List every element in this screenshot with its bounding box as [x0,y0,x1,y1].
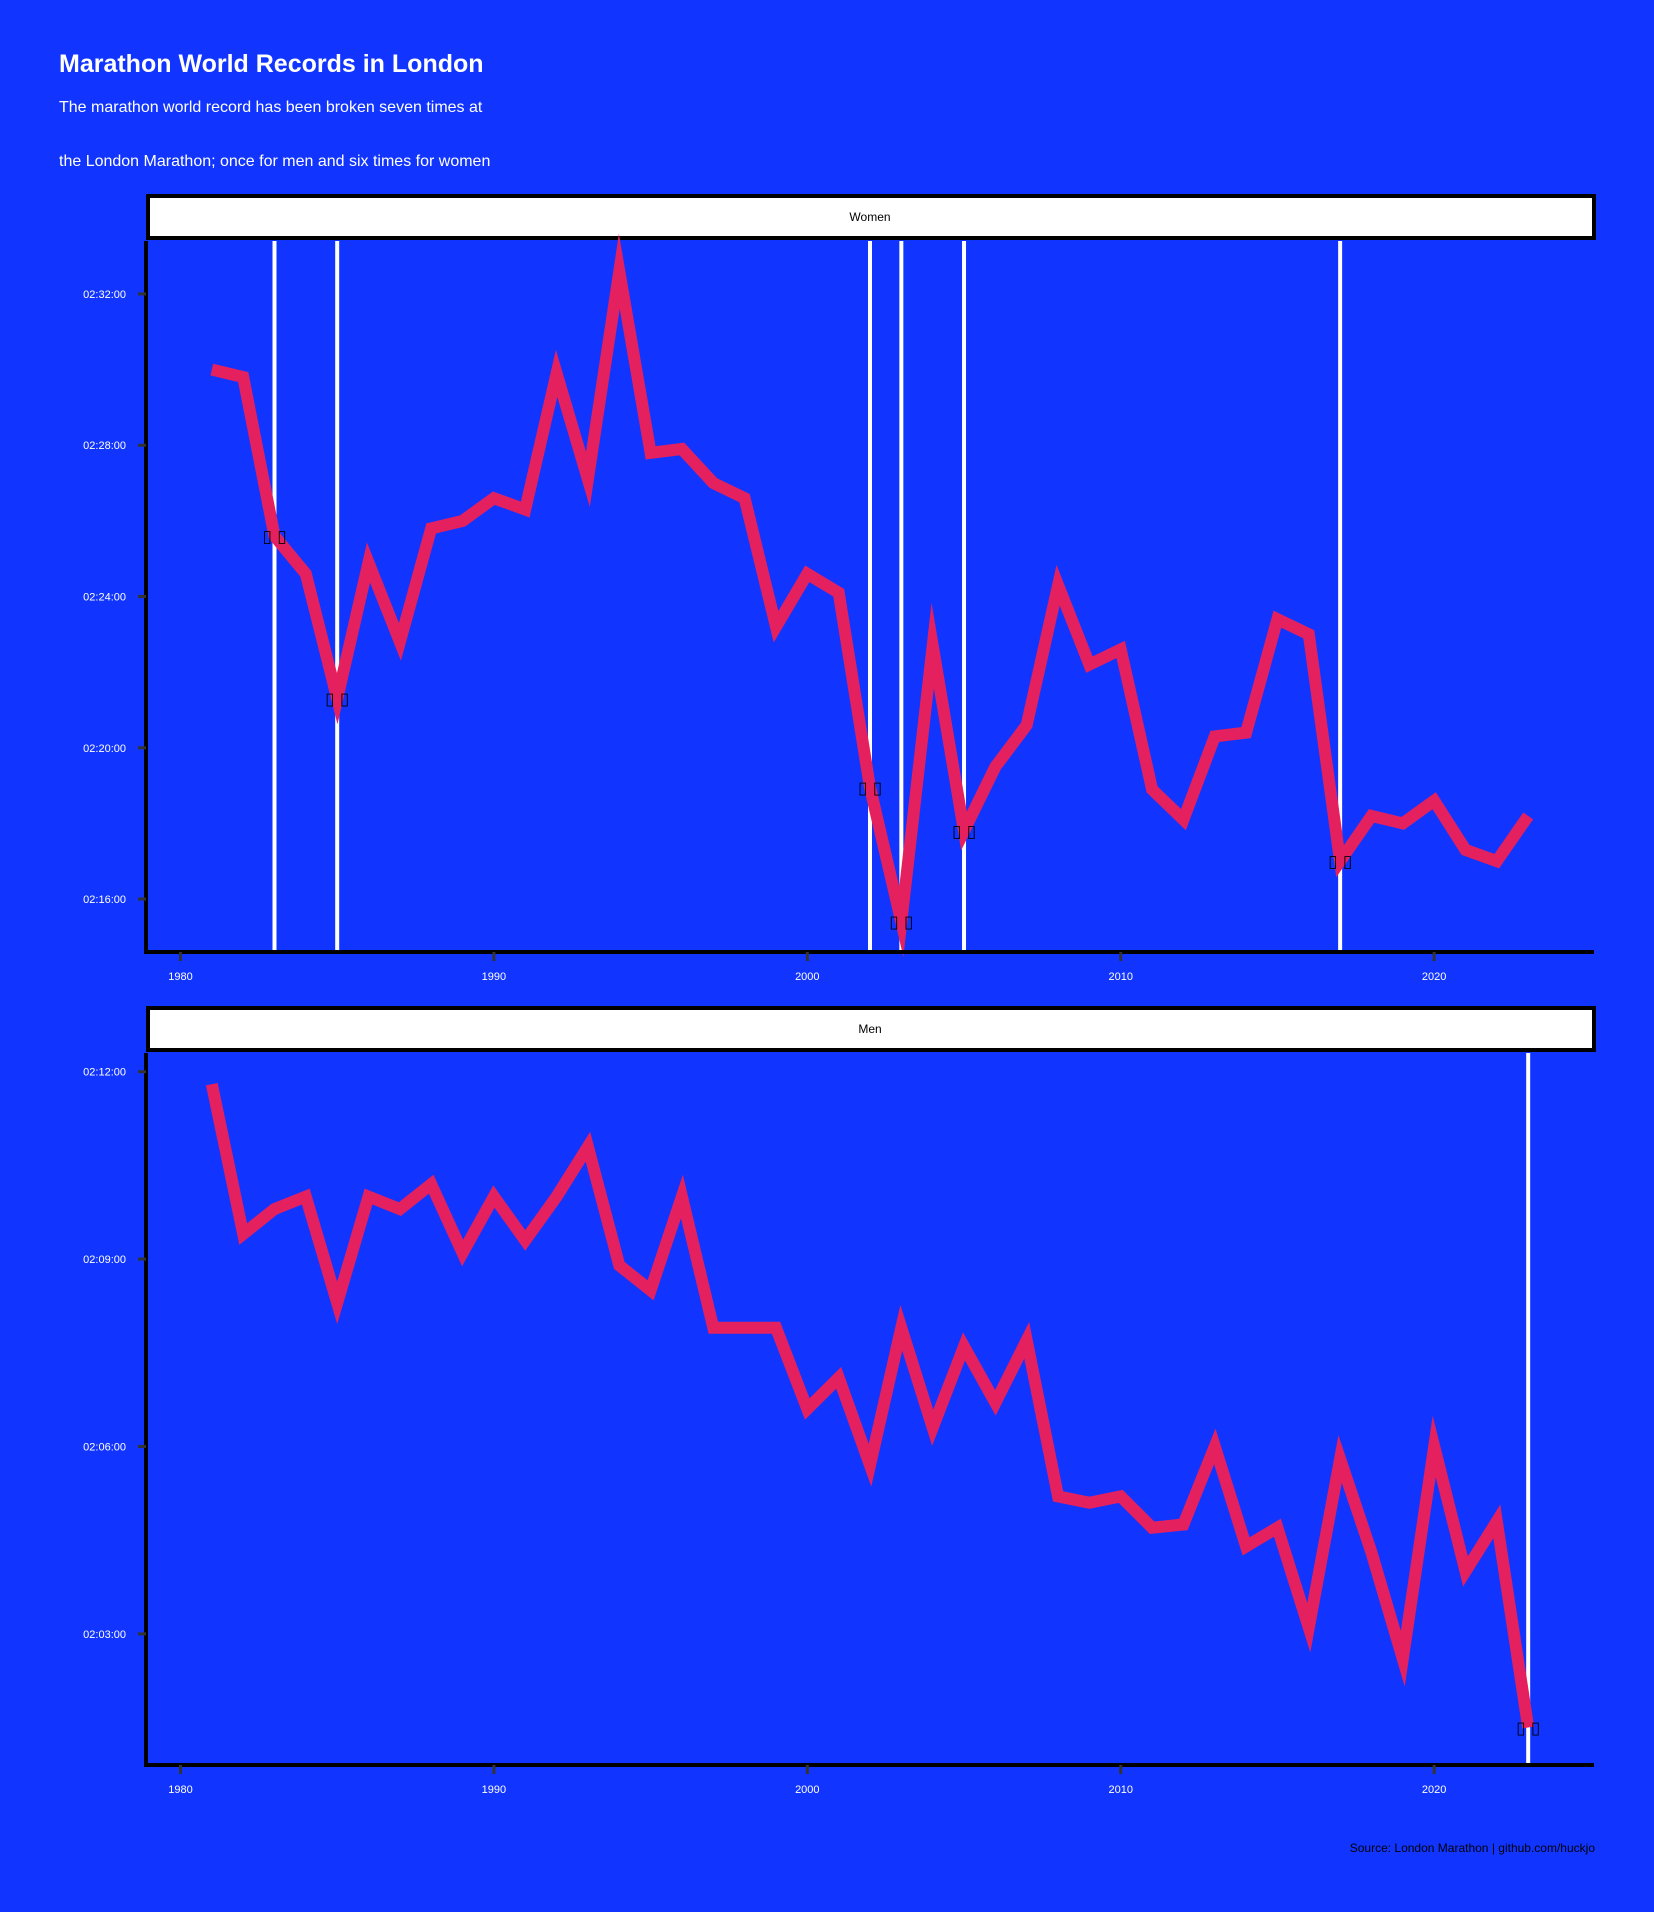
y-tick-label-men-020600: 02:06:00 [83,1441,126,1453]
record-marker-women-2003: ▯ ▯ [889,913,913,933]
record-marker-men-2023: ▯ ▯ [1516,1719,1540,1739]
strip-label-men: Men [858,1022,881,1036]
strip-label-women: Women [849,210,890,224]
chart-subtitle-line-2: the London Marathon; once for men and si… [59,153,491,170]
record-marker-women-2017: ▯ ▯ [1328,852,1352,872]
strip-women [146,194,1596,240]
x-tick-label-men-2000: 2000 [795,1784,819,1796]
record-marker-women-1983: ▯ ▯ [262,527,286,547]
x-tick-label-women-2010: 2010 [1108,971,1132,983]
x-tick-label-women-1980: 1980 [168,971,192,983]
x-tick-label-men-1990: 1990 [482,1784,506,1796]
chart-title: Marathon World Records in London [59,50,484,78]
series-line-women [210,233,1534,957]
x-tick-label-women-1990: 1990 [482,971,506,983]
record-marker-women-1985: ▯ ▯ [325,690,349,710]
y-tick-label-men-020900: 02:09:00 [83,1254,126,1266]
chart-subtitle-line-1: The marathon world record has been broke… [59,99,483,116]
x-tick-label-men-2020: 2020 [1422,1784,1446,1796]
record-marker-women-2005: ▯ ▯ [952,822,976,842]
y-tick-label-women-022000: 02:20:00 [83,743,126,755]
y-tick-label-women-022800: 02:28:00 [83,440,126,452]
y-tick-label-women-021600: 02:16:00 [83,894,126,906]
x-tick-label-men-2010: 2010 [1108,1784,1132,1796]
x-tick-label-women-2000: 2000 [795,971,819,983]
series-line-men [205,1082,1535,1729]
y-tick-label-men-021200: 02:12:00 [83,1067,126,1079]
source-caption: Source: London Marathon | github.com/huc… [1349,1841,1595,1855]
x-tick-label-men-1980: 1980 [168,1784,192,1796]
record-marker-women-2002: ▯ ▯ [858,778,882,798]
x-tick-label-women-2020: 2020 [1422,971,1446,983]
strip-men [146,1006,1596,1052]
y-tick-label-men-020300: 02:03:00 [83,1629,126,1641]
y-tick-label-women-023200: 02:32:00 [83,289,126,301]
y-tick-label-women-022400: 02:24:00 [83,592,126,604]
